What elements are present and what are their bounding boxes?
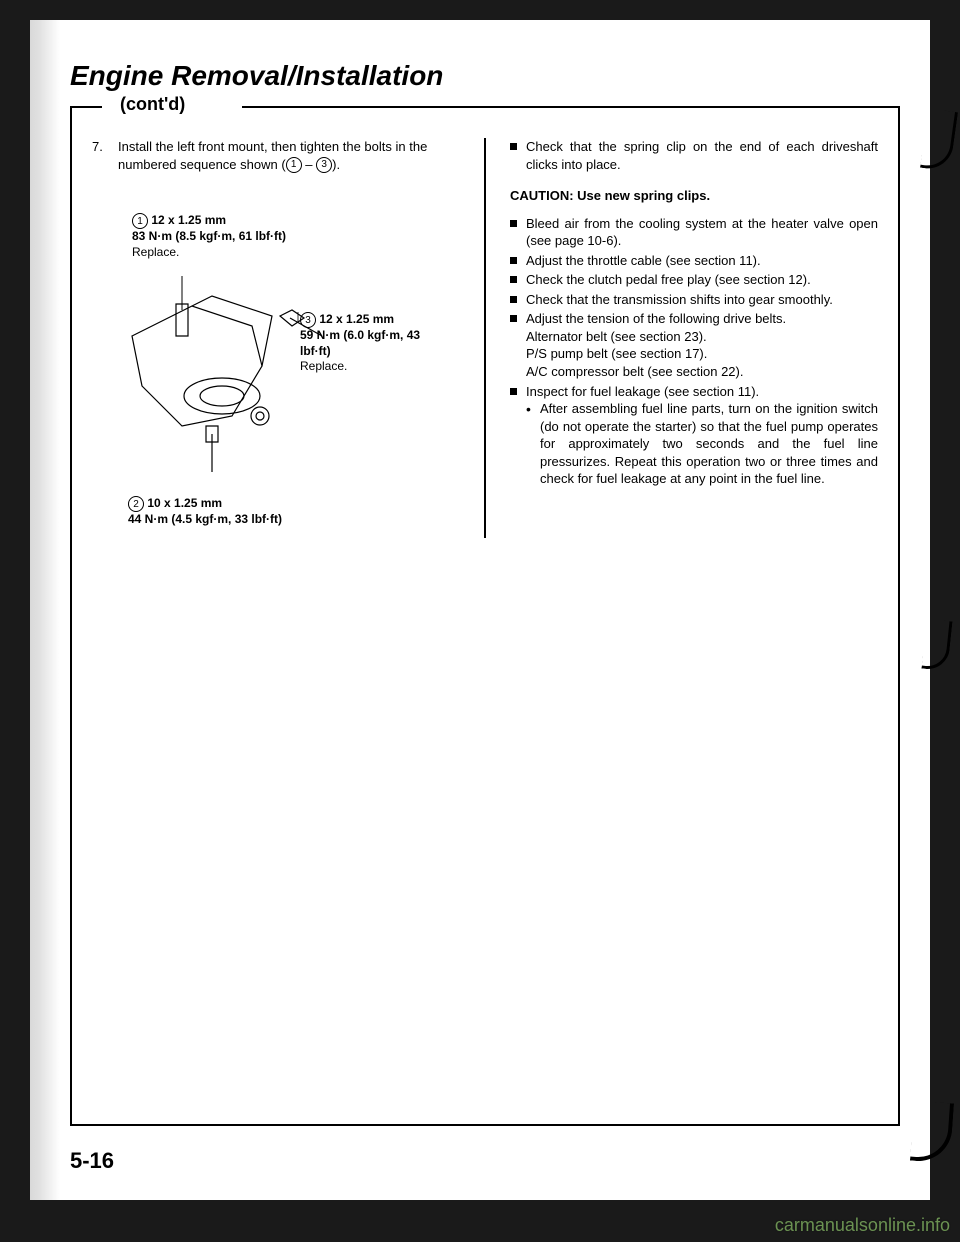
page-number: 5-16 [70,1148,114,1174]
bullet-bleed: Bleed air from the cooling system at the… [510,215,878,250]
fastener-3-label: 3 12 x 1.25 mm 59 N·m (6.0 kgf·m, 43 lbf… [300,312,440,375]
circled-2: 2 [128,496,144,512]
right-column: Check that the spring clip on the end of… [510,138,878,538]
bullet-spring-clip: Check that the spring clip on the end of… [510,138,878,173]
f3-note: Replace. [300,359,347,373]
circled-1-inline: 1 [286,157,302,173]
bullet-transmission: Check that the transmission shifts into … [510,291,878,309]
bullet-throttle: Adjust the throttle cable (see section 1… [510,252,878,270]
sub-bullet-assembling: After assembling fuel line parts, turn o… [526,400,878,488]
step-text: Install the left front mount, then tight… [118,138,460,173]
page-curl-3 [910,1101,954,1164]
procedure-bullets: Bleed air from the cooling system at the… [510,215,878,488]
bullet-fuel-text: Inspect for fuel leakage (see section 11… [526,384,759,399]
f1-torque: 83 N·m (8.5 kgf·m, 61 lbf·ft) [132,229,286,243]
bullet-clutch: Check the clutch pedal free play (see se… [510,271,878,289]
page-curl-2 [921,619,952,671]
content-frame: (cont'd) 7. Install the left front mount… [70,106,900,1126]
fastener-2-label: 2 10 x 1.25 mm 44 N·m (4.5 kgf·m, 33 lbf… [128,496,460,528]
f2-size: 10 x 1.25 mm [147,496,222,510]
f3-size: 12 x 1.25 mm [319,312,394,326]
step-text-b: ). [332,157,340,172]
f1-size: 12 x 1.25 mm [151,213,226,227]
contd-label: (cont'd) [112,94,193,115]
bullet-belts: Adjust the tension of the following driv… [510,310,878,380]
two-columns: 7. Install the left front mount, then ti… [72,114,898,538]
binding-shadow [30,20,60,1200]
column-divider [484,138,486,538]
mount-diagram: 3 12 x 1.25 mm 59 N·m (6.0 kgf·m, 43 lbf… [112,266,392,486]
step-7: 7. Install the left front mount, then ti… [92,138,460,173]
diagram-svg [112,266,392,486]
step-text-a: Install the left front mount, then tight… [118,139,427,172]
fastener-1-label: 1 12 x 1.25 mm 83 N·m (8.5 kgf·m, 61 lbf… [132,213,460,260]
f2-torque: 44 N·m (4.5 kgf·m, 33 lbf·ft) [128,512,282,526]
f1-note: Replace. [132,245,179,259]
caution-line: CAUTION: Use new spring clips. [510,187,878,205]
circled-3: 3 [300,312,316,328]
f3-torque: 59 N·m (6.0 kgf·m, 43 lbf·ft) [300,328,420,358]
manual-page: Engine Removal/Installation (cont'd) 7. … [30,20,930,1200]
page-title: Engine Removal/Installation [70,60,900,92]
first-bullet-list: Check that the spring clip on the end of… [510,138,878,173]
circled-1: 1 [132,213,148,229]
caution-text: Use new spring clips. [574,188,711,203]
bullet-fuel: Inspect for fuel leakage (see section 11… [510,383,878,488]
circled-3-inline: 3 [316,157,332,173]
watermark: carmanualsonline.info [775,1215,950,1236]
left-column: 7. Install the left front mount, then ti… [92,138,460,538]
caution-label: CAUTION: [510,188,574,203]
sub-bullets: After assembling fuel line parts, turn o… [526,400,878,488]
step-number: 7. [92,138,108,173]
step-dash: – [302,157,316,172]
